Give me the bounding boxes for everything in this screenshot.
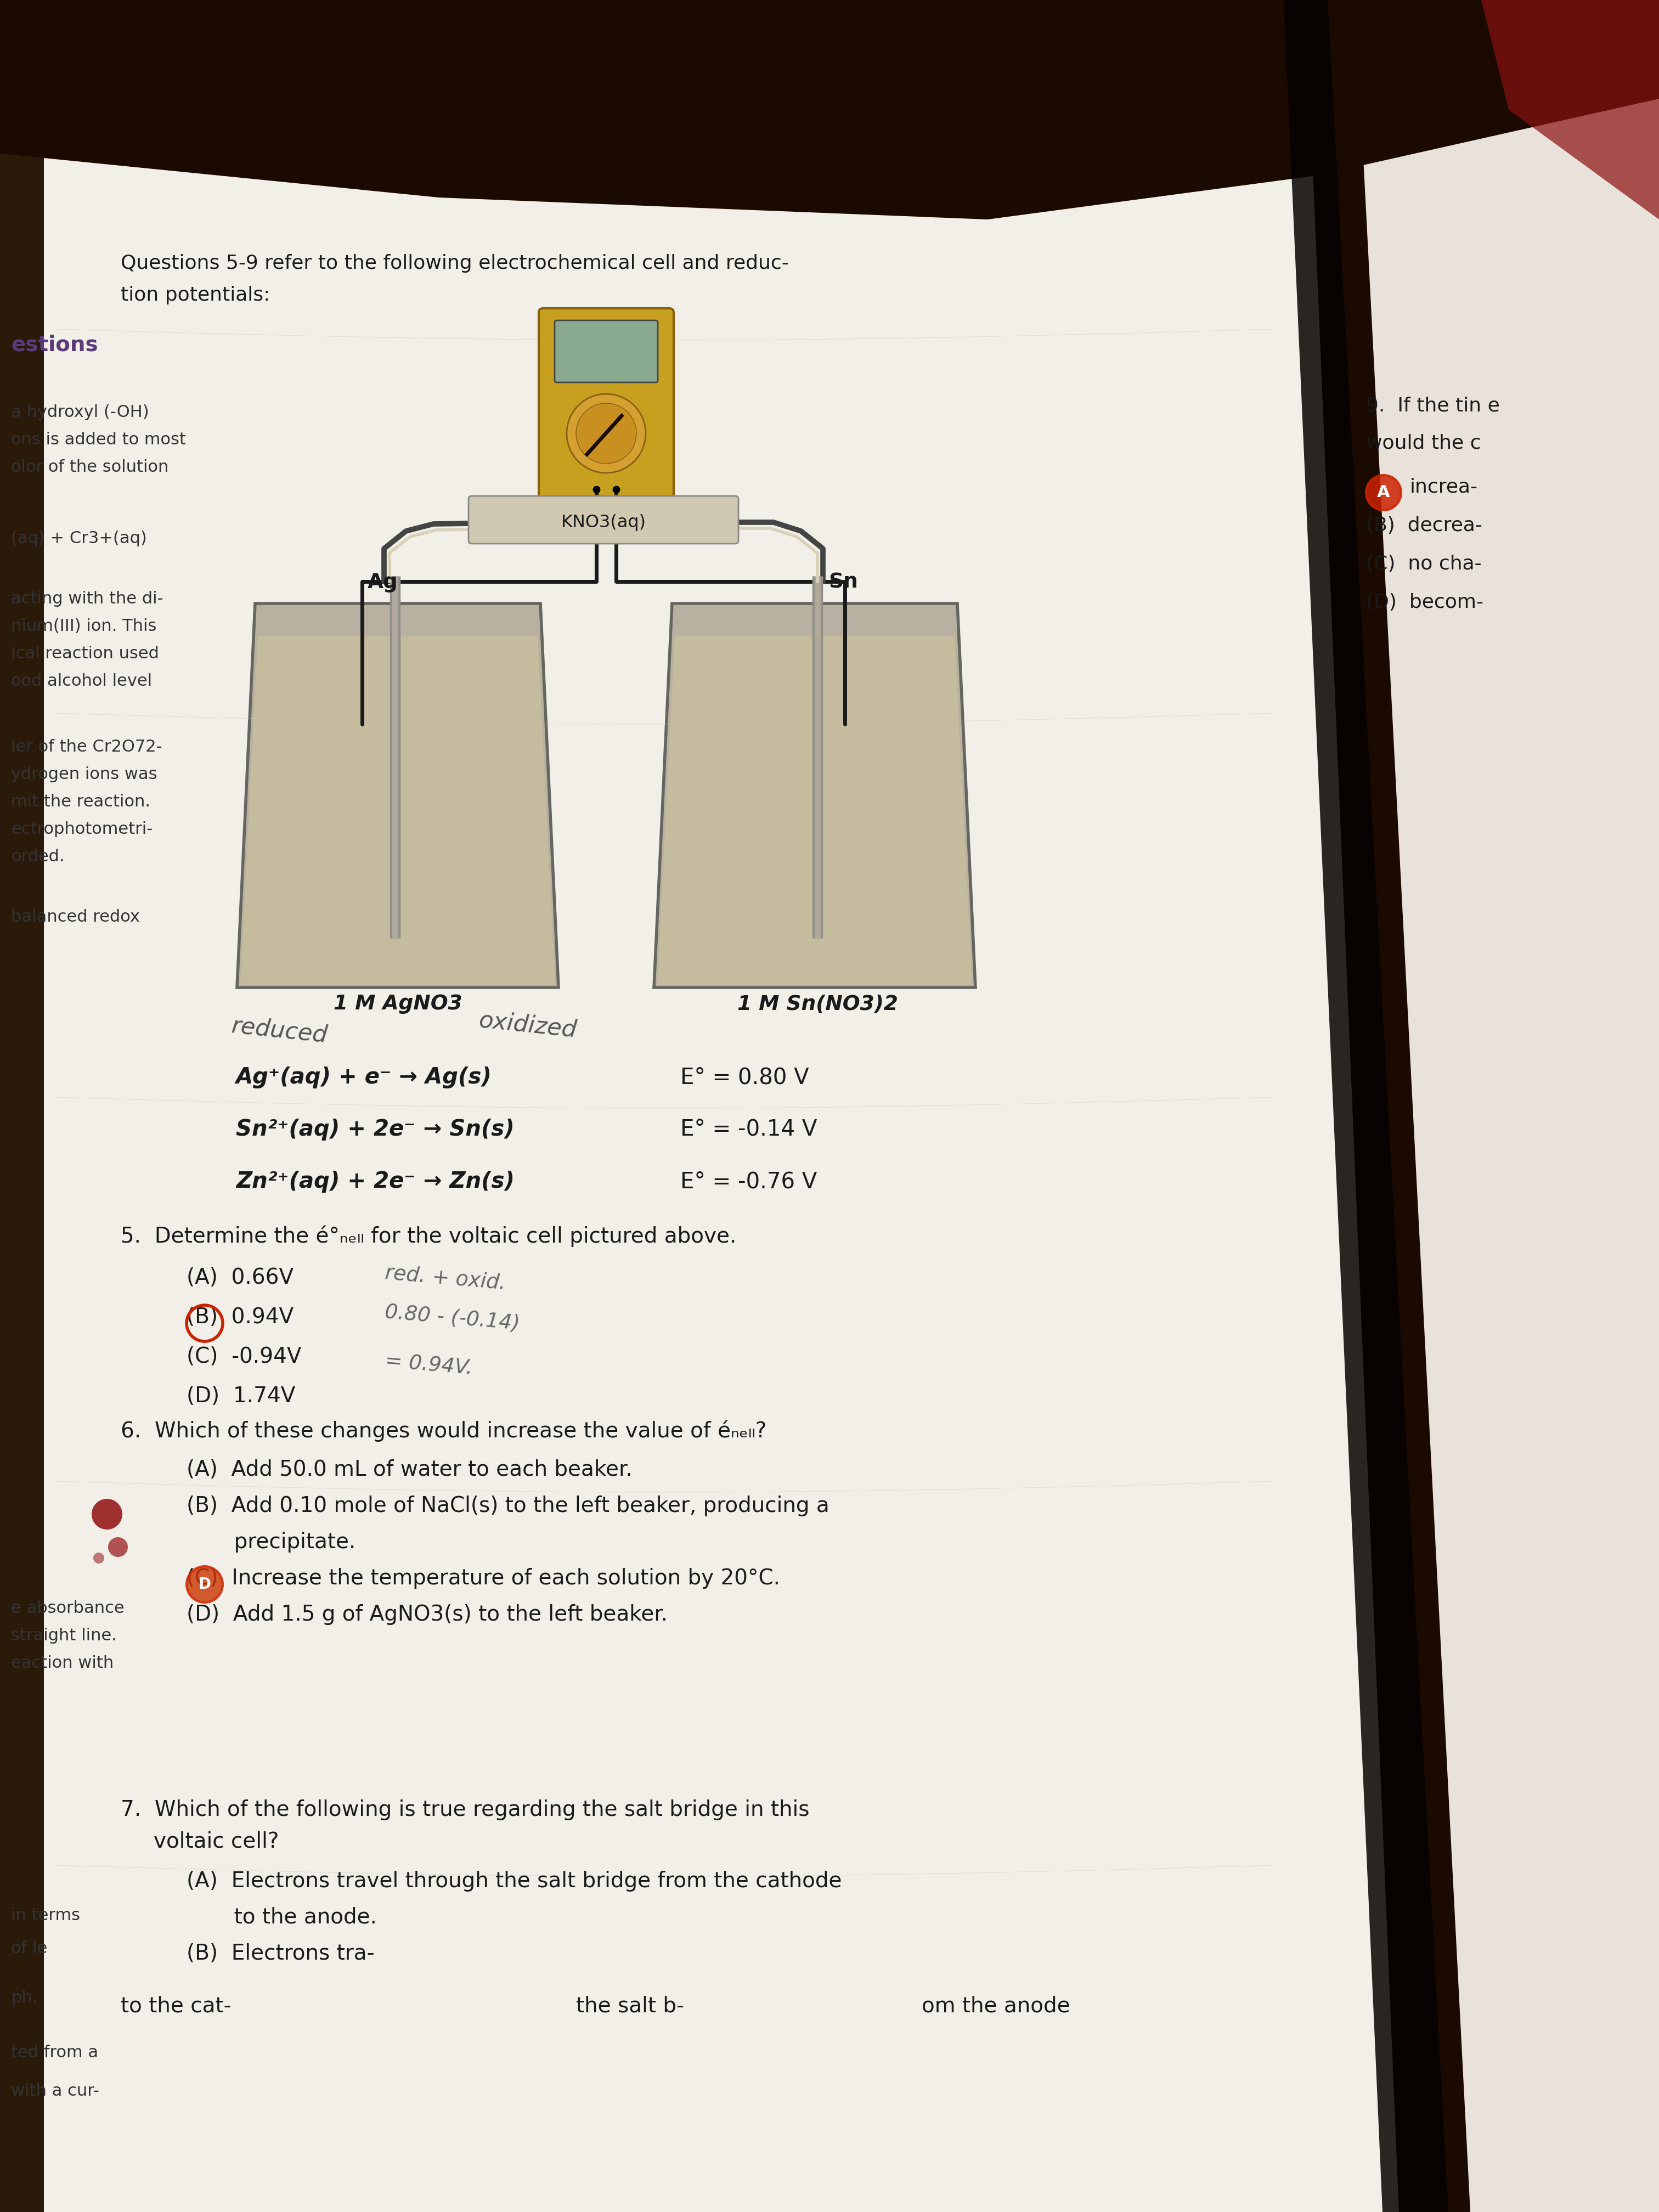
Text: Ag: Ag bbox=[368, 573, 398, 593]
Text: ons is added to most: ons is added to most bbox=[12, 431, 186, 447]
Polygon shape bbox=[1284, 0, 1448, 2212]
Text: D: D bbox=[199, 1577, 211, 1593]
Text: Questions 5-9 refer to the following electrochemical cell and reduc-: Questions 5-9 refer to the following ele… bbox=[121, 254, 788, 272]
Text: (B)  decrea-: (B) decrea- bbox=[1365, 515, 1481, 535]
Text: A: A bbox=[1377, 484, 1390, 500]
Text: ydrogen ions was: ydrogen ions was bbox=[12, 765, 158, 783]
Text: ood alcohol level: ood alcohol level bbox=[12, 672, 153, 690]
Text: E° = -0.14 V: E° = -0.14 V bbox=[680, 1119, 818, 1141]
Text: 5.  Determine the é°ₙₑₗₗ for the voltaic cell pictured above.: 5. Determine the é°ₙₑₗₗ for the voltaic … bbox=[121, 1225, 737, 1248]
FancyBboxPatch shape bbox=[539, 307, 674, 498]
FancyBboxPatch shape bbox=[554, 321, 657, 383]
Text: balanced redox: balanced redox bbox=[12, 909, 139, 925]
Text: ectrophotometri-: ectrophotometri- bbox=[12, 821, 153, 836]
Polygon shape bbox=[237, 604, 559, 987]
Text: acting with the di-: acting with the di- bbox=[12, 591, 163, 606]
Text: estions: estions bbox=[12, 334, 98, 356]
Circle shape bbox=[567, 394, 645, 473]
Text: red. + oxid.: red. + oxid. bbox=[383, 1263, 506, 1294]
Text: (B)  Electrons tra-: (B) Electrons tra- bbox=[186, 1942, 375, 1964]
Text: of le: of le bbox=[12, 1940, 48, 1955]
Polygon shape bbox=[657, 637, 972, 984]
Text: to the anode.: to the anode. bbox=[186, 1907, 377, 1929]
Text: orded.: orded. bbox=[12, 849, 65, 865]
Text: straight line.: straight line. bbox=[12, 1628, 116, 1644]
Circle shape bbox=[91, 1500, 123, 1528]
Text: mit the reaction.: mit the reaction. bbox=[12, 794, 151, 810]
Text: Sn²⁺(aq) + 2e⁻ → Sn(s): Sn²⁺(aq) + 2e⁻ → Sn(s) bbox=[236, 1119, 514, 1141]
Text: 1 M AgNO3: 1 M AgNO3 bbox=[333, 993, 463, 1013]
Text: ph.: ph. bbox=[12, 1991, 38, 2006]
Text: eaction with: eaction with bbox=[12, 1655, 114, 1670]
Text: in terms: in terms bbox=[12, 1907, 80, 1924]
Text: 0.80 - (-0.14): 0.80 - (-0.14) bbox=[383, 1303, 521, 1334]
Text: oxidized: oxidized bbox=[478, 1009, 577, 1042]
Polygon shape bbox=[654, 604, 975, 987]
FancyBboxPatch shape bbox=[468, 495, 738, 544]
Text: increa-: increa- bbox=[1410, 478, 1478, 495]
Polygon shape bbox=[1306, 0, 1470, 2212]
Text: = 0.94V.: = 0.94V. bbox=[383, 1352, 473, 1378]
Text: reduced: reduced bbox=[231, 1015, 328, 1046]
Text: Ag⁺(aq) + e⁻ → Ag(s): Ag⁺(aq) + e⁻ → Ag(s) bbox=[236, 1066, 493, 1088]
Text: e absorbance: e absorbance bbox=[12, 1599, 124, 1617]
Text: ical reaction used: ical reaction used bbox=[12, 646, 159, 661]
Text: to the cat-: to the cat- bbox=[121, 1995, 231, 2017]
Text: (aq) + Cr3+(aq): (aq) + Cr3+(aq) bbox=[12, 531, 148, 546]
Polygon shape bbox=[241, 637, 556, 984]
Text: (C)  -0.94V: (C) -0.94V bbox=[186, 1347, 302, 1367]
Text: Sn: Sn bbox=[828, 573, 858, 593]
Text: (A)  0.66V: (A) 0.66V bbox=[186, 1267, 294, 1287]
Text: the salt b-: the salt b- bbox=[576, 1995, 684, 2017]
Text: (B)  Add 0.10 mole of NaCl(s) to the left beaker, producing a: (B) Add 0.10 mole of NaCl(s) to the left… bbox=[186, 1495, 830, 1517]
Text: (A)  Electrons travel through the salt bridge from the cathode: (A) Electrons travel through the salt br… bbox=[186, 1871, 841, 1891]
Text: E° = 0.80 V: E° = 0.80 V bbox=[680, 1066, 810, 1088]
Text: nium(III) ion. This: nium(III) ion. This bbox=[12, 619, 156, 635]
Circle shape bbox=[108, 1537, 128, 1557]
Text: E° = -0.76 V: E° = -0.76 V bbox=[680, 1170, 816, 1192]
Text: olor of the solution: olor of the solution bbox=[12, 460, 169, 476]
Text: KNO3(aq): KNO3(aq) bbox=[561, 513, 645, 531]
Polygon shape bbox=[1481, 0, 1659, 219]
Text: Zn²⁺(aq) + 2e⁻ → Zn(s): Zn²⁺(aq) + 2e⁻ → Zn(s) bbox=[236, 1170, 514, 1192]
Circle shape bbox=[576, 403, 637, 465]
Text: (D)  1.74V: (D) 1.74V bbox=[186, 1385, 295, 1407]
Polygon shape bbox=[43, 15, 1470, 2212]
Circle shape bbox=[1365, 476, 1402, 511]
Text: precipitate.: precipitate. bbox=[186, 1531, 355, 1553]
Circle shape bbox=[93, 1553, 105, 1564]
Text: (C)  no cha-: (C) no cha- bbox=[1365, 555, 1481, 573]
Text: tion potentials:: tion potentials: bbox=[121, 285, 270, 305]
Text: (B)  0.94V: (B) 0.94V bbox=[186, 1307, 294, 1327]
Polygon shape bbox=[1317, 0, 1659, 2212]
Text: would the c: would the c bbox=[1365, 434, 1481, 453]
Circle shape bbox=[186, 1566, 222, 1601]
Text: (C)  Increase the temperature of each solution by 20°C.: (C) Increase the temperature of each sol… bbox=[186, 1568, 780, 1588]
Text: (A)  Add 50.0 mL of water to each beaker.: (A) Add 50.0 mL of water to each beaker. bbox=[186, 1460, 632, 1480]
Text: (D)  becom-: (D) becom- bbox=[1365, 593, 1483, 613]
Text: om the anode: om the anode bbox=[922, 1995, 1070, 2017]
Text: with a cur-: with a cur- bbox=[12, 2084, 100, 2099]
Text: 1 M Sn(NO3)2: 1 M Sn(NO3)2 bbox=[737, 993, 898, 1013]
Text: (D)  Add 1.5 g of AgNO3(s) to the left beaker.: (D) Add 1.5 g of AgNO3(s) to the left be… bbox=[186, 1604, 667, 1626]
Polygon shape bbox=[0, 0, 1659, 219]
Text: a hydroxyl (-OH): a hydroxyl (-OH) bbox=[12, 405, 149, 420]
Text: 9.  If the tin e: 9. If the tin e bbox=[1365, 396, 1500, 416]
Text: ted from a: ted from a bbox=[12, 2044, 98, 2062]
Text: ler of the Cr2O72-: ler of the Cr2O72- bbox=[12, 739, 163, 754]
Text: voltaic cell?: voltaic cell? bbox=[154, 1832, 279, 1851]
Text: 7.  Which of the following is true regarding the salt bridge in this: 7. Which of the following is true regard… bbox=[121, 1798, 810, 1820]
Text: 6.  Which of these changes would increase the value of éₙₑₗₗ?: 6. Which of these changes would increase… bbox=[121, 1420, 766, 1442]
